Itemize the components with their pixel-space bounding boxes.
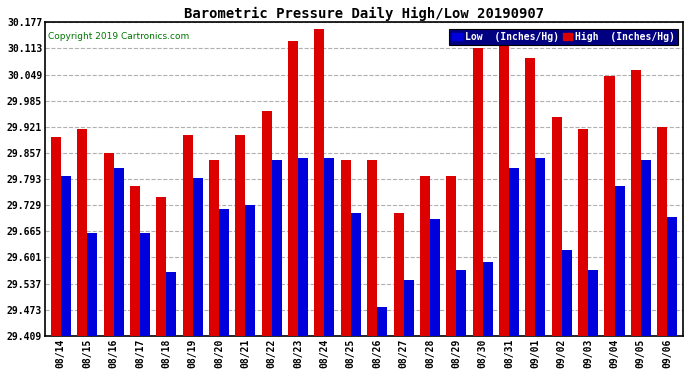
Bar <box>209 160 219 336</box>
Bar <box>657 127 667 336</box>
Bar <box>166 272 176 336</box>
Bar <box>156 196 166 336</box>
Bar <box>235 135 246 336</box>
Bar <box>430 219 440 336</box>
Bar <box>87 233 97 336</box>
Legend: Low  (Inches/Hg), High  (Inches/Hg): Low (Inches/Hg), High (Inches/Hg) <box>449 29 678 45</box>
Bar <box>667 217 678 336</box>
Bar <box>446 176 456 336</box>
Text: Copyright 2019 Cartronics.com: Copyright 2019 Cartronics.com <box>48 32 190 40</box>
Bar <box>288 42 298 336</box>
Bar <box>615 186 624 336</box>
Bar <box>641 160 651 336</box>
Bar <box>578 129 588 336</box>
Bar <box>219 209 229 336</box>
Bar <box>114 168 124 336</box>
Bar <box>377 307 387 336</box>
Bar <box>298 158 308 336</box>
Bar <box>324 158 335 336</box>
Bar <box>51 137 61 336</box>
Bar <box>351 213 361 336</box>
Bar <box>272 160 282 336</box>
Bar <box>473 48 483 336</box>
Bar <box>367 160 377 336</box>
Bar <box>420 176 430 336</box>
Bar <box>341 160 351 336</box>
Bar <box>104 153 114 336</box>
Bar <box>61 176 71 336</box>
Bar <box>404 280 413 336</box>
Bar <box>535 158 545 336</box>
Bar <box>130 186 140 336</box>
Bar <box>140 233 150 336</box>
Bar <box>315 29 324 336</box>
Bar <box>631 70 641 336</box>
Bar <box>483 262 493 336</box>
Bar <box>525 58 535 336</box>
Bar <box>456 270 466 336</box>
Bar <box>77 129 87 336</box>
Bar <box>588 270 598 336</box>
Bar <box>246 205 255 336</box>
Bar <box>393 213 404 336</box>
Bar <box>562 250 572 336</box>
Bar <box>262 111 272 336</box>
Bar <box>509 168 519 336</box>
Bar <box>604 76 615 336</box>
Title: Barometric Pressure Daily High/Low 20190907: Barometric Pressure Daily High/Low 20190… <box>184 7 544 21</box>
Bar <box>552 117 562 336</box>
Bar <box>499 29 509 336</box>
Bar <box>193 178 203 336</box>
Bar <box>183 135 193 336</box>
